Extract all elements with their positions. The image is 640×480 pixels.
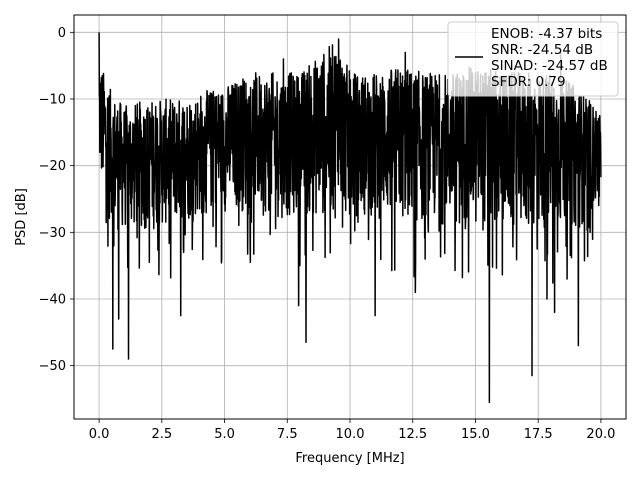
legend-entry-sfdr: SFDR: 0.79 <box>491 74 566 90</box>
x-axis-ticks: 0.0 2.5 5.0 7.5 10.0 12.5 15.0 17.5 20.0 <box>89 419 615 442</box>
legend-entry-sinad: SINAD: -24.57 dB <box>491 58 608 74</box>
y-tick-label: −20 <box>39 159 66 174</box>
y-tick-label: −50 <box>39 359 66 374</box>
plot-area <box>98 32 602 404</box>
y-axis-ticks: 0 −10 −20 −30 −40 −50 <box>39 26 74 374</box>
y-tick-label: −30 <box>39 226 66 241</box>
x-tick-label: 7.5 <box>277 427 298 442</box>
y-tick-label: −40 <box>39 293 66 308</box>
x-tick-label: 0.0 <box>89 427 110 442</box>
y-axis-title: PSD [dB] <box>14 188 29 246</box>
y-tick-label: −10 <box>39 93 66 108</box>
x-tick-label: 12.5 <box>398 427 427 442</box>
legend-box <box>447 21 619 97</box>
legend-entry-snr: SNR: -24.54 dB <box>491 42 593 58</box>
x-tick-label: 10.0 <box>336 427 365 442</box>
x-tick-label: 20.0 <box>586 427 615 442</box>
psd-series-line <box>98 32 602 404</box>
y-tick-label: 0 <box>58 26 66 41</box>
x-tick-label: 2.5 <box>151 427 172 442</box>
x-tick-label: 15.0 <box>461 427 490 442</box>
x-axis-title: Frequency [MHz] <box>295 451 404 466</box>
legend-entry-enob: ENOB: -4.37 bits <box>491 26 602 42</box>
x-tick-label: 17.5 <box>524 427 553 442</box>
x-tick-label: 5.0 <box>214 427 235 442</box>
legend: ENOB: -4.37 bits SNR: -24.54 dB SINAD: -… <box>447 21 619 97</box>
